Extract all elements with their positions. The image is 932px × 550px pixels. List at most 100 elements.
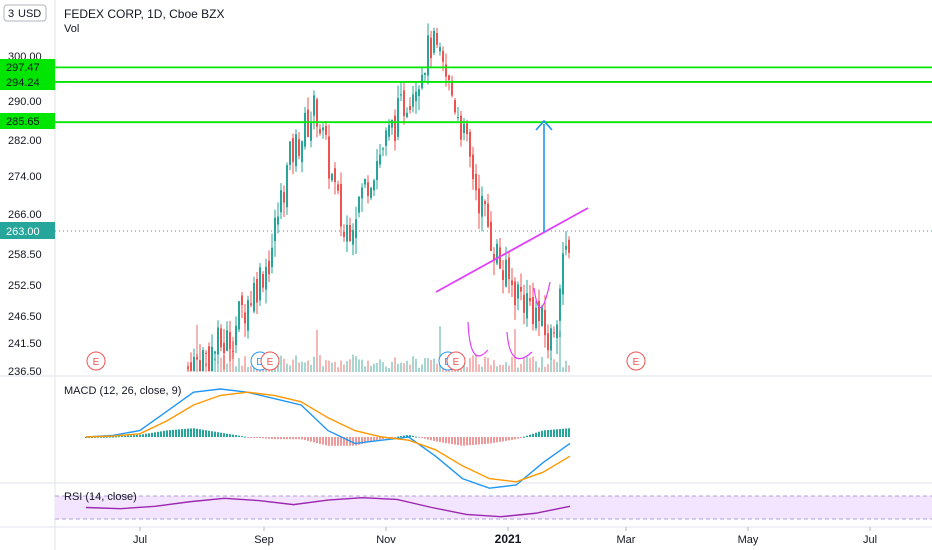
macd-hist-bar bbox=[508, 437, 510, 441]
macd-hist-bar bbox=[220, 432, 222, 437]
earnings-marker[interactable]: E bbox=[260, 351, 280, 371]
volume-bar bbox=[355, 356, 357, 372]
candle-body bbox=[232, 351, 234, 353]
earnings-marker[interactable]: E bbox=[446, 351, 466, 371]
candle-body bbox=[322, 127, 324, 131]
volume-bar bbox=[235, 366, 237, 372]
candle-body bbox=[550, 328, 552, 351]
candle-body bbox=[259, 267, 261, 301]
level-badge-3: 285.65 bbox=[0, 113, 55, 129]
macd-hist-bar bbox=[493, 437, 495, 443]
candle-body bbox=[313, 95, 315, 116]
trendline[interactable] bbox=[435, 207, 589, 293]
volume-bar bbox=[529, 358, 531, 372]
signal-line bbox=[85, 391, 571, 483]
candle-body bbox=[439, 47, 441, 52]
indicator-lines bbox=[85, 388, 571, 518]
macd-hist-bar bbox=[124, 435, 126, 437]
macd-hist-bar bbox=[208, 430, 210, 437]
macd-hist-bar bbox=[403, 435, 405, 437]
currency-button[interactable] bbox=[3, 4, 47, 22]
candle-body bbox=[217, 327, 219, 355]
macd-hist-bar bbox=[517, 437, 519, 439]
candle-body bbox=[541, 306, 543, 327]
candle-body bbox=[283, 192, 285, 203]
candle-body bbox=[274, 217, 276, 242]
candle-body bbox=[487, 203, 489, 227]
macd-hist-bar bbox=[304, 437, 306, 441]
macd-hist-bar bbox=[229, 434, 231, 437]
macd-hist-bar bbox=[421, 437, 423, 439]
candle-body bbox=[520, 286, 522, 292]
candle-body bbox=[475, 173, 477, 191]
candle-body bbox=[265, 266, 267, 290]
macd-hist-bar bbox=[136, 434, 138, 437]
macd-hist-bar bbox=[151, 432, 153, 437]
volume-bar bbox=[421, 364, 423, 372]
candle-body bbox=[340, 183, 342, 227]
macd-hist-bar bbox=[463, 437, 465, 446]
candle-body bbox=[445, 64, 447, 77]
candle-body bbox=[544, 309, 546, 336]
macd-hist-bar bbox=[184, 428, 186, 437]
candle-body bbox=[481, 195, 483, 217]
volume-bar bbox=[544, 366, 546, 372]
candle-body bbox=[490, 221, 492, 251]
volume-bar bbox=[280, 355, 282, 372]
time-tick-label: 2021 bbox=[495, 532, 522, 546]
macd-hist-bar bbox=[397, 436, 399, 438]
earnings-marker[interactable]: E bbox=[86, 351, 106, 371]
earnings-marker[interactable]: E bbox=[626, 351, 646, 371]
candle-body bbox=[382, 148, 384, 150]
time-tick-label: Nov bbox=[376, 534, 396, 546]
volume-bar bbox=[538, 367, 540, 372]
macd-hist-bar bbox=[520, 437, 522, 438]
macd-hist-bar bbox=[298, 437, 300, 440]
candle-body bbox=[289, 141, 291, 165]
volume-bar bbox=[364, 366, 366, 372]
volume-bar bbox=[310, 364, 312, 372]
macd-hist-bar bbox=[502, 437, 504, 442]
macd-hist-bar bbox=[334, 437, 336, 446]
candle-body bbox=[361, 187, 363, 199]
candle-body bbox=[199, 360, 201, 371]
candle-body bbox=[448, 75, 450, 80]
macd-hist-bar bbox=[529, 434, 531, 437]
macd-hist-bar bbox=[436, 437, 438, 442]
candle-body bbox=[235, 325, 237, 346]
volume-bar bbox=[415, 358, 417, 372]
volume-bar bbox=[556, 361, 558, 372]
candle-body bbox=[316, 99, 318, 127]
macd-hist-bar bbox=[340, 437, 342, 446]
volume-bar bbox=[559, 331, 561, 372]
candle-body bbox=[352, 230, 354, 245]
candle-body bbox=[193, 356, 195, 371]
candle-body bbox=[505, 259, 507, 287]
candle-body bbox=[442, 51, 444, 62]
macd-hist-bar bbox=[325, 437, 327, 446]
candle-body bbox=[268, 260, 270, 275]
candle-body bbox=[538, 300, 540, 322]
macd-hist-bar bbox=[553, 429, 555, 437]
svg-text:263.00: 263.00 bbox=[6, 226, 40, 238]
volume-bar bbox=[565, 360, 567, 372]
macd-hist-bar bbox=[469, 437, 471, 446]
currency-prefix: 3 bbox=[8, 8, 14, 20]
volume-bar bbox=[499, 364, 501, 372]
macd-hist-bar bbox=[253, 437, 255, 438]
candle-body bbox=[253, 282, 255, 312]
candle-body bbox=[262, 273, 264, 288]
macd-hist-bar bbox=[169, 430, 171, 437]
macd-hist-bar bbox=[550, 429, 552, 437]
macd-hist-bar bbox=[319, 437, 321, 444]
volume-bar bbox=[433, 358, 435, 372]
macd-hist-bar bbox=[280, 437, 282, 440]
candle-body bbox=[187, 367, 189, 369]
macd-hist-bar bbox=[241, 436, 243, 438]
candle-body bbox=[247, 300, 249, 331]
macd-hist-bar bbox=[247, 437, 249, 438]
candle-body bbox=[346, 224, 348, 242]
candle-body bbox=[436, 32, 438, 45]
volume-bar bbox=[526, 356, 528, 372]
